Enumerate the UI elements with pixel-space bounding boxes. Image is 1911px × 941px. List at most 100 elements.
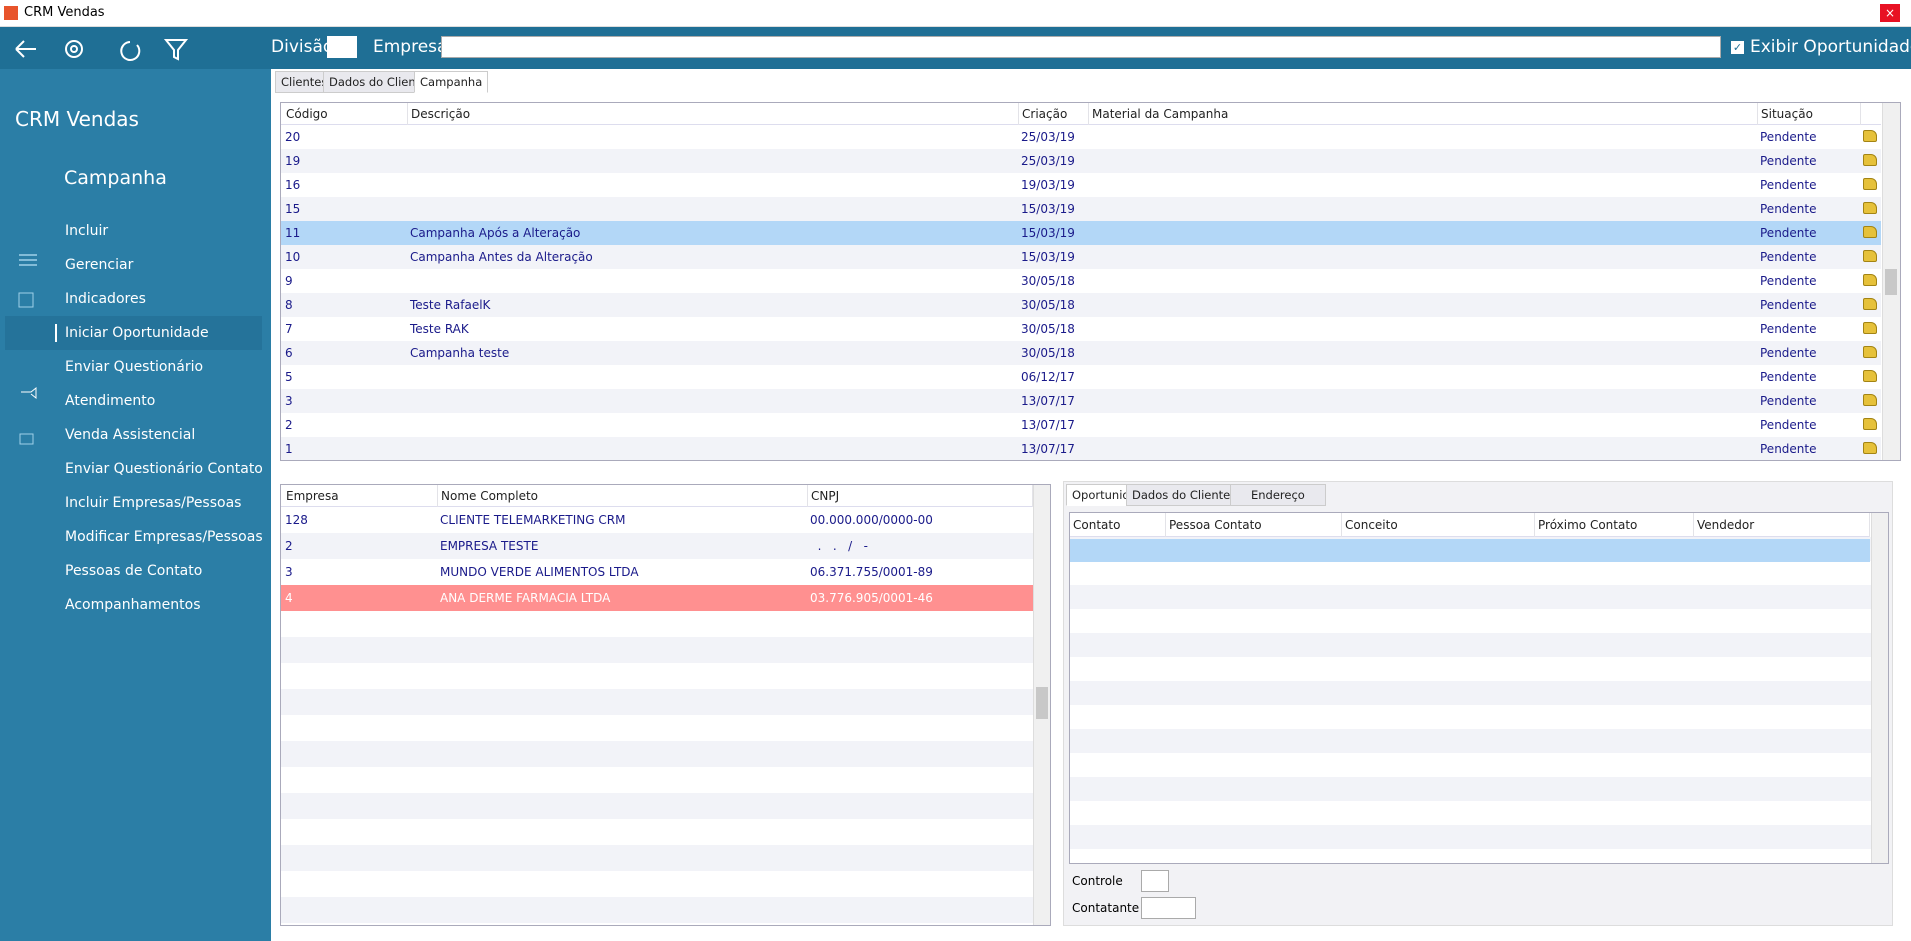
megaphone-icon xyxy=(21,386,37,400)
cell: 13/07/17 xyxy=(1021,394,1075,408)
campaign-row[interactable]: 19 25/03/19 Pendente xyxy=(281,149,1881,173)
campaign-row[interactable]: 5 06/12/17 Pendente xyxy=(281,365,1881,389)
menu-item[interactable]: Modificar Empresas/Pessoas xyxy=(65,529,263,545)
company-input[interactable] xyxy=(441,36,1721,58)
cell: 1 xyxy=(285,442,293,456)
menu-item[interactable]: Pessoas de Contato xyxy=(65,563,203,579)
refresh-button[interactable] xyxy=(120,41,141,61)
menu-item[interactable]: Enviar Questionário Contato xyxy=(65,461,263,477)
cell: 2 xyxy=(285,539,293,553)
division-input[interactable] xyxy=(327,36,357,58)
cell: Pendente xyxy=(1760,202,1817,216)
cell: ANA DERME FARMACIA LTDA xyxy=(440,591,611,605)
tab[interactable]: Endereço xyxy=(1230,484,1326,506)
cell: Pendente xyxy=(1760,442,1817,456)
cell: Teste RafaelK xyxy=(410,298,491,312)
cell: 19 xyxy=(285,154,301,168)
questionnaire-icon xyxy=(19,433,34,445)
cell: 30/05/18 xyxy=(1021,274,1075,288)
show-opportunities-checkbox[interactable]: ✓ xyxy=(1731,41,1744,54)
menu-item[interactable]: Enviar Questionário xyxy=(65,359,204,375)
flag-icon xyxy=(1863,154,1877,166)
cell: Pendente xyxy=(1760,418,1817,432)
menu-item[interactable]: Iniciar Oportunidade xyxy=(65,325,209,341)
tab[interactable]: Dados do Cliente xyxy=(1126,484,1237,506)
company-row[interactable]: 4 ANA DERME FARMACIA LTDA 03.776.905/0001-… xyxy=(281,585,1033,611)
menu-item[interactable]: Indicadores xyxy=(65,291,146,307)
filter-button[interactable] xyxy=(163,39,189,61)
cell: 7 xyxy=(285,322,293,336)
flag-icon xyxy=(1863,370,1877,382)
cell: Pendente xyxy=(1760,130,1817,144)
campaign-row[interactable]: 2 13/07/17 Pendente xyxy=(281,413,1881,437)
tab[interactable]: Campanha xyxy=(414,71,489,93)
campaign-row[interactable]: 1 13/07/17 Pendente xyxy=(281,437,1881,460)
menu-icon xyxy=(19,254,37,266)
control-label: Controle xyxy=(1072,874,1123,888)
scroll-thumb xyxy=(1885,269,1897,295)
flag-icon xyxy=(1863,442,1877,454)
cell: 15/03/19 xyxy=(1021,250,1075,264)
column-header: Contato xyxy=(1070,513,1166,537)
back-button[interactable] xyxy=(15,40,36,58)
close-button[interactable]: × xyxy=(1880,4,1900,22)
column-header: Pessoa Contato xyxy=(1166,513,1342,537)
campaign-table: Código Descrição Criação Material da Campan… xyxy=(280,102,1901,461)
campaign-row[interactable]: 7 Teste RAK 30/05/18 Pendente xyxy=(281,317,1881,341)
flag-icon xyxy=(1863,394,1877,406)
campaign-row[interactable]: 9 30/05/18 Pendente xyxy=(281,269,1881,293)
menu-item[interactable]: Incluir xyxy=(65,223,109,239)
cell: 16 xyxy=(285,178,301,192)
menu-item[interactable]: Acompanhamentos xyxy=(65,597,201,613)
company-row[interactable]: 3 MUNDO VERDE ALIMENTOS LTDA 06.371.755/00… xyxy=(281,559,1033,585)
company-row[interactable]: 128 CLIENTE TELEMARKETING CRM 00.000.000/0… xyxy=(281,507,1033,533)
flag-icon xyxy=(1863,202,1877,214)
settings-button[interactable] xyxy=(65,40,83,58)
column-header: Material da Campanha xyxy=(1089,103,1758,125)
tab[interactable]: Clientes xyxy=(275,71,334,93)
column-header: Empresa xyxy=(283,485,438,507)
cell: Pendente xyxy=(1760,322,1817,336)
contractor-input[interactable] xyxy=(1141,897,1196,919)
campaign-row[interactable]: 10 Campanha Antes da Alteração 15/03/19 Pen… xyxy=(281,245,1881,269)
campaign-row[interactable]: 3 13/07/17 Pendente xyxy=(281,389,1881,413)
cell: Pendente xyxy=(1760,226,1817,240)
cell: 30/05/18 xyxy=(1021,322,1075,336)
cell: 15/03/19 xyxy=(1021,202,1075,216)
cell: 5 xyxy=(285,370,293,384)
flag-icon xyxy=(1863,298,1877,310)
column-header: Descrição xyxy=(408,103,1019,125)
app-title: CRM Vendas xyxy=(15,107,139,131)
campaign-row[interactable]: 15 15/03/19 Pendente xyxy=(281,197,1881,221)
campaign-row[interactable]: 16 19/03/19 Pendente xyxy=(281,173,1881,197)
cell: 13/07/17 xyxy=(1021,442,1075,456)
control-input[interactable] xyxy=(1141,870,1169,892)
scroll-thumb xyxy=(1036,687,1048,719)
campaign-row[interactable]: 11 Campanha Após a Alteração 15/03/19 Pende… xyxy=(281,221,1881,245)
campaign-row[interactable]: 8 Teste RafaelK 30/05/18 Pendente xyxy=(281,293,1881,317)
flag-icon xyxy=(1863,322,1877,334)
column-header: Próximo Contato xyxy=(1535,513,1694,537)
cell: EMPRESA TESTE xyxy=(440,539,539,553)
campaign-row[interactable]: 20 25/03/19 Pendente xyxy=(281,125,1881,149)
column-header: Conceito xyxy=(1342,513,1535,537)
cell: 128 xyxy=(285,513,308,527)
division-label: Divisão xyxy=(271,37,334,57)
selected-row[interactable] xyxy=(1070,539,1870,562)
menu-item[interactable]: Incluir Empresas/Pessoas xyxy=(65,495,242,511)
cell: 4 xyxy=(285,591,293,605)
campaign-row[interactable]: 6 Campanha teste 30/05/18 Pendente xyxy=(281,341,1881,365)
cell: Pendente xyxy=(1760,178,1817,192)
cell: 25/03/19 xyxy=(1021,154,1075,168)
flag-icon xyxy=(1863,250,1877,262)
cell: 3 xyxy=(285,394,293,408)
contractor-label: Contatante xyxy=(1072,901,1140,915)
cell: 15/03/19 xyxy=(1021,226,1075,240)
company-table: Empresa Nome Completo CNPJ 128 CLIENTE TELEM… xyxy=(280,484,1051,926)
cell: 10 xyxy=(285,250,301,264)
cell: 3 xyxy=(285,565,293,579)
company-row[interactable]: 2 EMPRESA TESTE . . / - xyxy=(281,533,1033,559)
menu-item[interactable]: Venda Assistencial xyxy=(65,427,196,443)
menu-item[interactable]: Gerenciar xyxy=(65,257,134,273)
menu-item[interactable]: Atendimento xyxy=(65,393,156,409)
